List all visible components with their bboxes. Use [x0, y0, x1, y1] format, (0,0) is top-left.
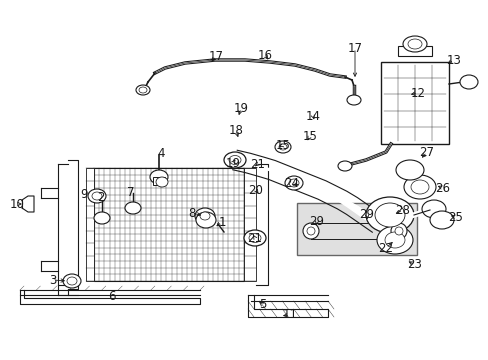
- Ellipse shape: [92, 192, 102, 200]
- Text: 27: 27: [419, 145, 434, 158]
- Text: 22: 22: [378, 242, 393, 255]
- Ellipse shape: [228, 156, 241, 165]
- Ellipse shape: [200, 212, 209, 220]
- Ellipse shape: [374, 203, 404, 227]
- Text: 20: 20: [248, 184, 263, 197]
- Bar: [153, 177, 164, 185]
- Text: 1: 1: [218, 216, 225, 229]
- Bar: [244, 168, 256, 281]
- Ellipse shape: [248, 234, 261, 243]
- Text: 19: 19: [225, 157, 240, 170]
- Bar: [86, 168, 94, 281]
- Text: 17: 17: [208, 50, 223, 63]
- Text: 23: 23: [407, 258, 422, 271]
- Ellipse shape: [196, 212, 216, 228]
- Ellipse shape: [306, 227, 314, 235]
- Ellipse shape: [279, 144, 286, 150]
- Text: 24: 24: [284, 176, 299, 189]
- Ellipse shape: [139, 87, 147, 93]
- Bar: [296, 203, 416, 255]
- Text: 3: 3: [49, 274, 57, 287]
- Text: 26: 26: [435, 181, 449, 194]
- Text: 7: 7: [127, 185, 135, 198]
- Text: 29: 29: [309, 215, 324, 228]
- Text: 28: 28: [395, 203, 409, 216]
- Ellipse shape: [136, 85, 150, 95]
- Ellipse shape: [346, 95, 360, 105]
- Ellipse shape: [337, 161, 351, 171]
- Ellipse shape: [394, 227, 402, 235]
- Text: 21: 21: [247, 231, 262, 244]
- Bar: [380, 62, 448, 144]
- Ellipse shape: [88, 189, 106, 203]
- Bar: [397, 46, 431, 56]
- Bar: [94, 168, 244, 281]
- Ellipse shape: [384, 232, 404, 248]
- Text: 5: 5: [259, 298, 266, 311]
- Ellipse shape: [63, 274, 81, 288]
- Ellipse shape: [156, 177, 168, 187]
- Text: 9: 9: [80, 188, 87, 201]
- Text: 12: 12: [409, 86, 425, 99]
- Text: 18: 18: [228, 123, 243, 136]
- Ellipse shape: [459, 75, 477, 89]
- Text: 14: 14: [305, 109, 320, 122]
- Text: 17: 17: [347, 41, 362, 54]
- Text: 6: 6: [108, 289, 116, 302]
- Text: 10: 10: [10, 198, 24, 211]
- Text: 4: 4: [157, 147, 164, 159]
- Ellipse shape: [365, 197, 413, 233]
- Ellipse shape: [395, 160, 423, 180]
- Ellipse shape: [403, 175, 435, 199]
- Ellipse shape: [376, 226, 412, 254]
- Ellipse shape: [224, 152, 245, 168]
- Ellipse shape: [285, 176, 303, 190]
- Ellipse shape: [407, 39, 421, 49]
- Ellipse shape: [390, 223, 406, 239]
- Text: 13: 13: [446, 54, 461, 67]
- Text: 8: 8: [188, 207, 195, 220]
- Ellipse shape: [67, 277, 77, 285]
- Text: 11: 11: [282, 309, 297, 321]
- Ellipse shape: [421, 200, 445, 218]
- Text: 16: 16: [257, 49, 272, 62]
- Ellipse shape: [150, 170, 168, 184]
- Ellipse shape: [410, 180, 428, 194]
- Ellipse shape: [288, 179, 298, 187]
- Ellipse shape: [125, 202, 141, 214]
- Ellipse shape: [195, 208, 215, 224]
- Ellipse shape: [274, 141, 290, 153]
- Ellipse shape: [94, 212, 110, 224]
- Ellipse shape: [429, 211, 453, 229]
- Ellipse shape: [303, 223, 318, 239]
- Ellipse shape: [402, 36, 426, 52]
- Text: 19: 19: [233, 102, 248, 114]
- Text: 2: 2: [97, 190, 104, 203]
- Text: 21: 21: [250, 158, 265, 171]
- Text: 29: 29: [359, 207, 374, 220]
- Text: 25: 25: [447, 211, 463, 224]
- Text: 15: 15: [302, 130, 317, 143]
- Ellipse shape: [244, 230, 265, 246]
- Text: 15: 15: [275, 139, 290, 152]
